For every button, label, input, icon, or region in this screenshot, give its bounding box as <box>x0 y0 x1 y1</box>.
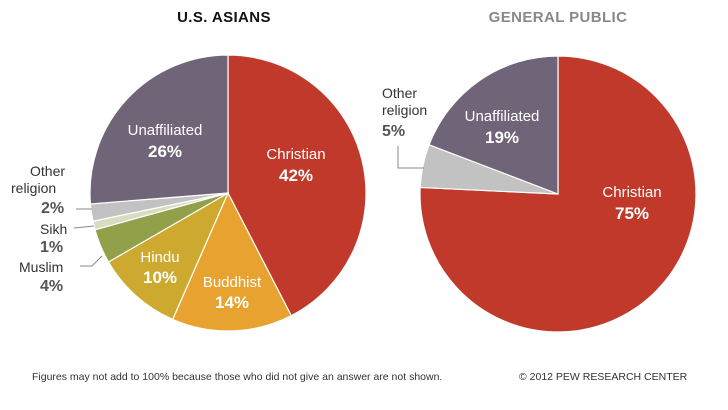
label-other-religion-line1-left: Other <box>30 163 65 179</box>
label-buddhist: Buddhist <box>203 274 262 291</box>
label-other-religion-line2-general: religion <box>382 102 427 118</box>
leader-sikh <box>73 225 95 229</box>
value-christian: 42% <box>279 166 313 185</box>
value-unaffiliated-general: 19% <box>485 128 519 147</box>
label-muslim: Muslim <box>19 259 63 275</box>
label-other-religion-line2-left: religion <box>11 180 56 196</box>
value-unaffiliated-left: 26% <box>148 142 182 161</box>
slice-unaffiliated-general <box>428 55 559 195</box>
chart-title-us-asians: U.S. ASIANS <box>177 9 271 26</box>
label-other-religion-line1-general: Other <box>382 85 417 101</box>
leader-other-religion-general <box>397 146 424 169</box>
label-christian-general: Christian <box>602 184 661 201</box>
leader-muslim <box>80 255 103 267</box>
value-sikh: 1% <box>40 239 63 256</box>
slice-unaffiliated <box>89 54 229 205</box>
slice-christian <box>227 54 367 317</box>
value-other-religion-left: 2% <box>41 200 64 217</box>
value-other-religion-general: 5% <box>382 123 405 140</box>
label-unaffiliated-left: Unaffiliated <box>128 122 203 139</box>
footer-note: Figures may not add to 100% because thos… <box>32 371 443 383</box>
label-christian: Christian <box>266 146 325 163</box>
value-muslim: 4% <box>40 278 63 295</box>
label-unaffiliated-general: Unaffiliated <box>465 108 540 125</box>
slice-christian-general <box>419 55 697 333</box>
label-sikh: Sikh <box>40 221 67 237</box>
value-christian-general: 75% <box>615 204 649 223</box>
slice-buddhist <box>171 191 293 332</box>
label-hindu: Hindu <box>140 249 179 266</box>
slice-hindu <box>107 191 230 321</box>
chart-title-general-public: GENERAL PUBLIC <box>489 9 628 26</box>
pie-us-asians <box>89 54 367 332</box>
value-buddhist: 14% <box>215 293 249 312</box>
footer-credit: © 2012 PEW RESEARCH CENTER <box>519 371 688 383</box>
value-hindu: 10% <box>143 268 177 287</box>
pie-general-public <box>419 55 697 333</box>
